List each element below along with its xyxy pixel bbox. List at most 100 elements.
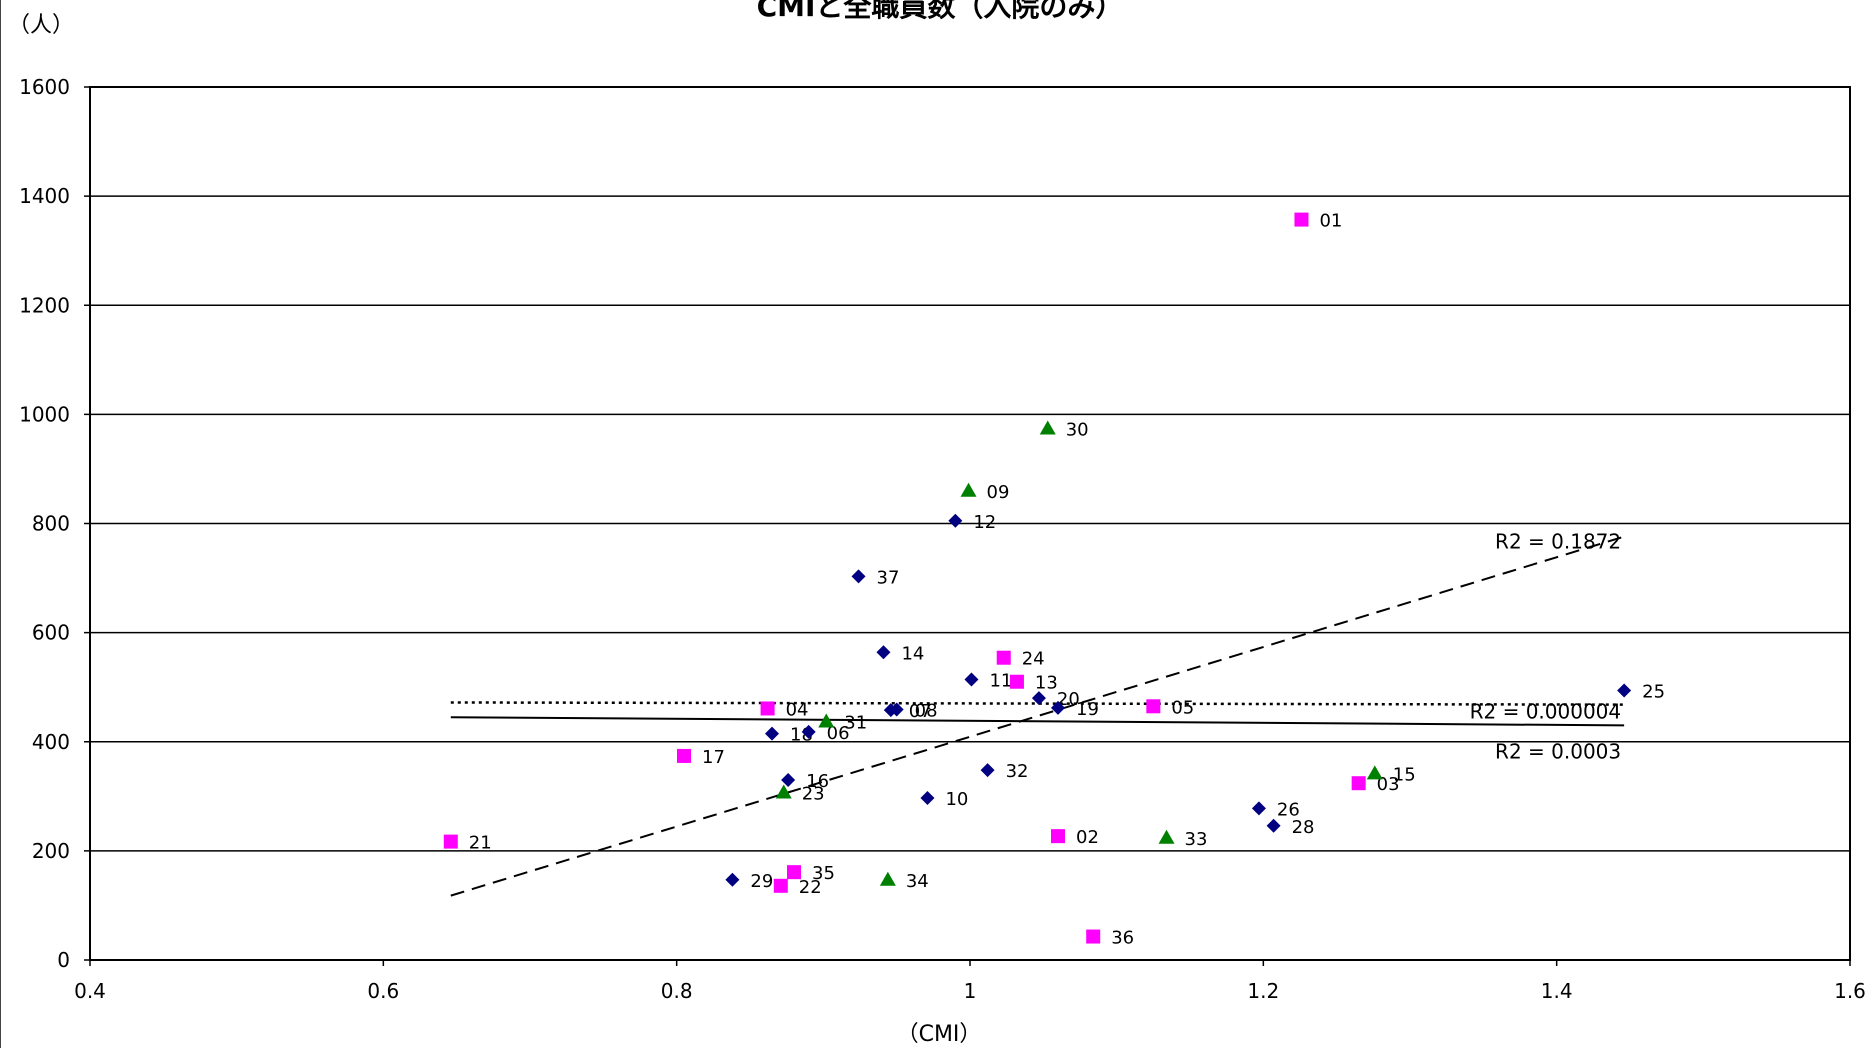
point-label: 10 xyxy=(945,789,968,810)
point-label: 19 xyxy=(1076,699,1099,720)
point-diamond xyxy=(725,872,740,887)
point-label: 05 xyxy=(1171,697,1194,718)
point-label: 22 xyxy=(799,877,822,898)
point-label: 03 xyxy=(1377,774,1400,795)
point-label: 15 xyxy=(1393,764,1416,785)
y-tick-label: 400 xyxy=(32,730,70,754)
point-label: 31 xyxy=(844,713,867,734)
point-triangle xyxy=(1366,765,1383,780)
x-tick-label: 1.6 xyxy=(1834,979,1866,1003)
point-triangle xyxy=(1158,829,1175,844)
point-diamond xyxy=(765,726,779,741)
point-label: 14 xyxy=(901,643,924,664)
point-label: 24 xyxy=(1022,649,1045,670)
r2-label: R2 = 0.1872 xyxy=(1495,530,1621,554)
point-diamond xyxy=(948,513,963,528)
point-diamond xyxy=(1251,801,1266,816)
point-label: 23 xyxy=(802,783,825,804)
y-tick-label: 200 xyxy=(32,839,70,863)
r2-label: R2 = 0.0003 xyxy=(1495,739,1621,763)
y-tick-label: 800 xyxy=(32,512,70,536)
point-label: 20 xyxy=(1057,689,1080,710)
point-label: 17 xyxy=(702,747,725,768)
x-tick-label: 1 xyxy=(964,979,977,1003)
trendline-solid xyxy=(450,716,1625,727)
point-label: 21 xyxy=(469,833,492,854)
point-label: 02 xyxy=(1076,827,1099,848)
point-diamond xyxy=(1266,818,1281,833)
point-diamond xyxy=(920,790,935,805)
chart-title: CMIと全職員数（入院のみ） xyxy=(757,0,1124,23)
point-square xyxy=(1009,674,1024,689)
point-diamond xyxy=(781,772,796,787)
point-label: 04 xyxy=(786,699,809,720)
x-axis-label: （CMI） xyxy=(897,1022,982,1047)
point-label: 09 xyxy=(987,482,1010,503)
point-label: 29 xyxy=(750,871,773,892)
r2-label: R2 = 0.000004 xyxy=(1470,700,1622,724)
point-triangle xyxy=(1039,420,1056,435)
point-label: 16 xyxy=(806,771,829,792)
trendline-dashed xyxy=(450,535,1625,897)
point-square xyxy=(443,834,458,849)
point-square xyxy=(1351,776,1366,791)
y-axis-unit-label: （人） xyxy=(8,13,74,38)
point-label: 32 xyxy=(1006,761,1029,782)
point-square xyxy=(677,748,691,763)
point-triangle xyxy=(818,713,835,728)
point-label: 25 xyxy=(1642,681,1665,702)
y-axis-ticks: 0 200 400 600 800 1000 1200 1400 1600 xyxy=(19,75,90,972)
x-tick-label: 0.8 xyxy=(661,979,693,1003)
point-triangle xyxy=(775,784,792,799)
x-tick-label: 0.6 xyxy=(367,979,399,1003)
y-tick-label: 1000 xyxy=(19,402,70,426)
y-tick-label: 1400 xyxy=(19,184,70,208)
point-square xyxy=(787,865,801,880)
point-label: 28 xyxy=(1292,817,1315,838)
point-label: 37 xyxy=(877,567,900,588)
point-label: 30 xyxy=(1066,420,1089,441)
x-tick-label: 1.2 xyxy=(1247,979,1279,1003)
point-diamond xyxy=(1031,691,1046,706)
point-square xyxy=(760,701,775,716)
point-label: 12 xyxy=(973,512,996,533)
point-square xyxy=(1294,212,1309,227)
y-tick-label: 1200 xyxy=(19,293,70,317)
point-label: 35 xyxy=(812,863,835,884)
x-axis-ticks: 0.4 0.6 0.8 1 1.2 1.4 1.6 xyxy=(74,960,1866,1003)
point-label: 08 xyxy=(915,701,938,722)
point-label: 07 xyxy=(909,701,932,722)
point-label: 06 xyxy=(827,723,850,744)
gridlines xyxy=(90,86,1850,961)
point-square xyxy=(996,650,1011,665)
point-square xyxy=(1146,699,1161,714)
point-diamond xyxy=(889,702,904,717)
point-label: 01 xyxy=(1319,211,1342,232)
point-square xyxy=(1051,829,1065,844)
point-diamond xyxy=(1051,700,1065,715)
point-diamond xyxy=(851,569,866,584)
point-diamond xyxy=(980,763,995,778)
point-square xyxy=(773,878,788,893)
point-diamond xyxy=(801,724,816,739)
point-diamond xyxy=(876,645,891,660)
y-tick-label: 1600 xyxy=(19,75,70,99)
point-label: 36 xyxy=(1111,928,1134,949)
point-square xyxy=(1086,929,1101,944)
point-label: 13 xyxy=(1035,673,1058,694)
point-diamond xyxy=(964,672,979,687)
point-label: 26 xyxy=(1277,799,1300,820)
point-diamond xyxy=(1617,683,1632,698)
x-tick-label: 1.4 xyxy=(1541,979,1573,1003)
trendlines xyxy=(450,535,1625,897)
point-label: 34 xyxy=(906,871,929,892)
y-tick-label: 0 xyxy=(57,948,70,972)
point-label: 33 xyxy=(1185,829,1208,850)
point-label: 11 xyxy=(989,671,1012,692)
point-triangle xyxy=(960,482,977,497)
left-border-line xyxy=(0,0,1,1048)
r2-labels: R2 = 0.0003 R2 = 0.000004 R2 = 0.1872 xyxy=(1470,530,1622,764)
